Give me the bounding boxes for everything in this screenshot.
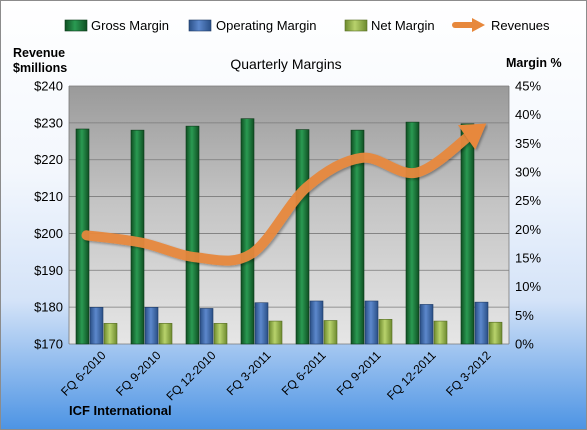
chart-title: Quarterly Margins: [230, 56, 341, 72]
net-margin-bar-4: [323, 320, 338, 345]
operating-margin-bar-4: [309, 300, 324, 345]
legend-net-margin-label: Net Margin: [371, 18, 435, 33]
right-axis-ticks: 0% 5% 10% 15% 20% 25% 30% 35% 40% 45%: [515, 79, 541, 352]
legend-gross-margin-swatch: [64, 19, 88, 32]
operating-margin-bar-1: [144, 307, 159, 345]
net-margin-bar-3: [268, 320, 283, 345]
right-axis-title: Margin %: [506, 56, 562, 70]
left-tick-label: $200: [34, 226, 63, 241]
gross-margin-bar-6: [405, 121, 420, 345]
net-margin-bar-1: [158, 323, 173, 345]
left-tick-label: $220: [34, 152, 63, 167]
right-tick-label: 0%: [515, 337, 534, 352]
right-tick-label: 45%: [515, 79, 541, 94]
right-tick-label: 25%: [515, 193, 541, 208]
net-margin-bar-2: [213, 323, 228, 345]
right-tick-label: 35%: [515, 136, 541, 151]
right-tick-label: 5%: [515, 308, 534, 323]
right-tick-label: 40%: [515, 107, 541, 122]
x-tick-label: FQ 3-2011: [224, 348, 274, 398]
net-margin-bar-6: [433, 320, 448, 345]
revenue-arrowhead: [457, 123, 487, 150]
right-tick-label: 10%: [515, 279, 541, 294]
legend-revenues-arrow: [472, 18, 485, 32]
net-margin-bar-5: [378, 319, 393, 345]
operating-margin-bar-6: [419, 304, 434, 345]
left-tick-label: $180: [34, 300, 63, 315]
gross-margin-bar-4: [295, 129, 310, 345]
operating-margin-bar-7: [474, 301, 489, 345]
operating-margin-bar-5: [364, 300, 379, 345]
left-tick-label: $210: [34, 189, 63, 204]
x-tick-label: FQ 6-2010: [58, 348, 109, 399]
x-tick-label: FQ 9-2011: [334, 348, 384, 398]
x-tick-label: FQ 6-2011: [279, 348, 329, 398]
legend-operating-margin-label: Operating Margin: [216, 18, 316, 33]
gross-margin-bar-5: [350, 129, 365, 345]
bars: [75, 118, 503, 345]
left-axis-ticks: $170 $180 $190 $200 $210 $220 $230 $240: [34, 79, 63, 352]
gross-margin-bar-7: [460, 123, 475, 345]
right-tick-label: 30%: [515, 165, 541, 180]
x-tick-label: FQ 3-2012: [443, 348, 494, 399]
net-margin-bar-0: [103, 323, 118, 345]
legend-revenues-label: Revenues: [491, 18, 550, 33]
legend-net-margin-swatch: [344, 19, 368, 32]
right-tick-label: 15%: [515, 251, 541, 266]
x-axis-ticks: FQ 6-2010 FQ 9-2010 FQ 12-2010 FQ 3-2011 FQ …: [58, 348, 494, 403]
operating-margin-bar-2: [199, 308, 214, 345]
left-axis-title-line2: $millions: [13, 61, 67, 75]
revenue-line: [81, 123, 487, 266]
operating-margin-bar-0: [89, 307, 104, 345]
company-name: ICF International: [69, 403, 172, 418]
left-tick-label: $230: [34, 115, 63, 130]
left-axis-title-line1: Revenue: [13, 46, 65, 60]
legend-operating-margin-swatch: [188, 19, 212, 32]
left-tick-label: $240: [34, 79, 63, 94]
revenue-line-path: [81, 128, 477, 266]
net-margin-bar-7: [488, 321, 503, 345]
right-tick-label: 20%: [515, 222, 541, 237]
left-tick-label: $190: [34, 263, 63, 278]
x-tick-label: FQ 12-2011: [384, 348, 439, 403]
left-tick-label: $170: [34, 337, 63, 352]
legend-gross-margin-label: Gross Margin: [91, 18, 169, 33]
operating-margin-bar-3: [254, 302, 269, 345]
legend: Gross Margin Operating Margin Net Margin…: [64, 18, 550, 33]
gross-margin-bar-3: [240, 118, 255, 345]
gross-margin-bar-2: [185, 125, 200, 345]
x-tick-label: FQ 9-2010: [113, 348, 164, 399]
x-tick-label: FQ 12-2010: [163, 348, 218, 403]
